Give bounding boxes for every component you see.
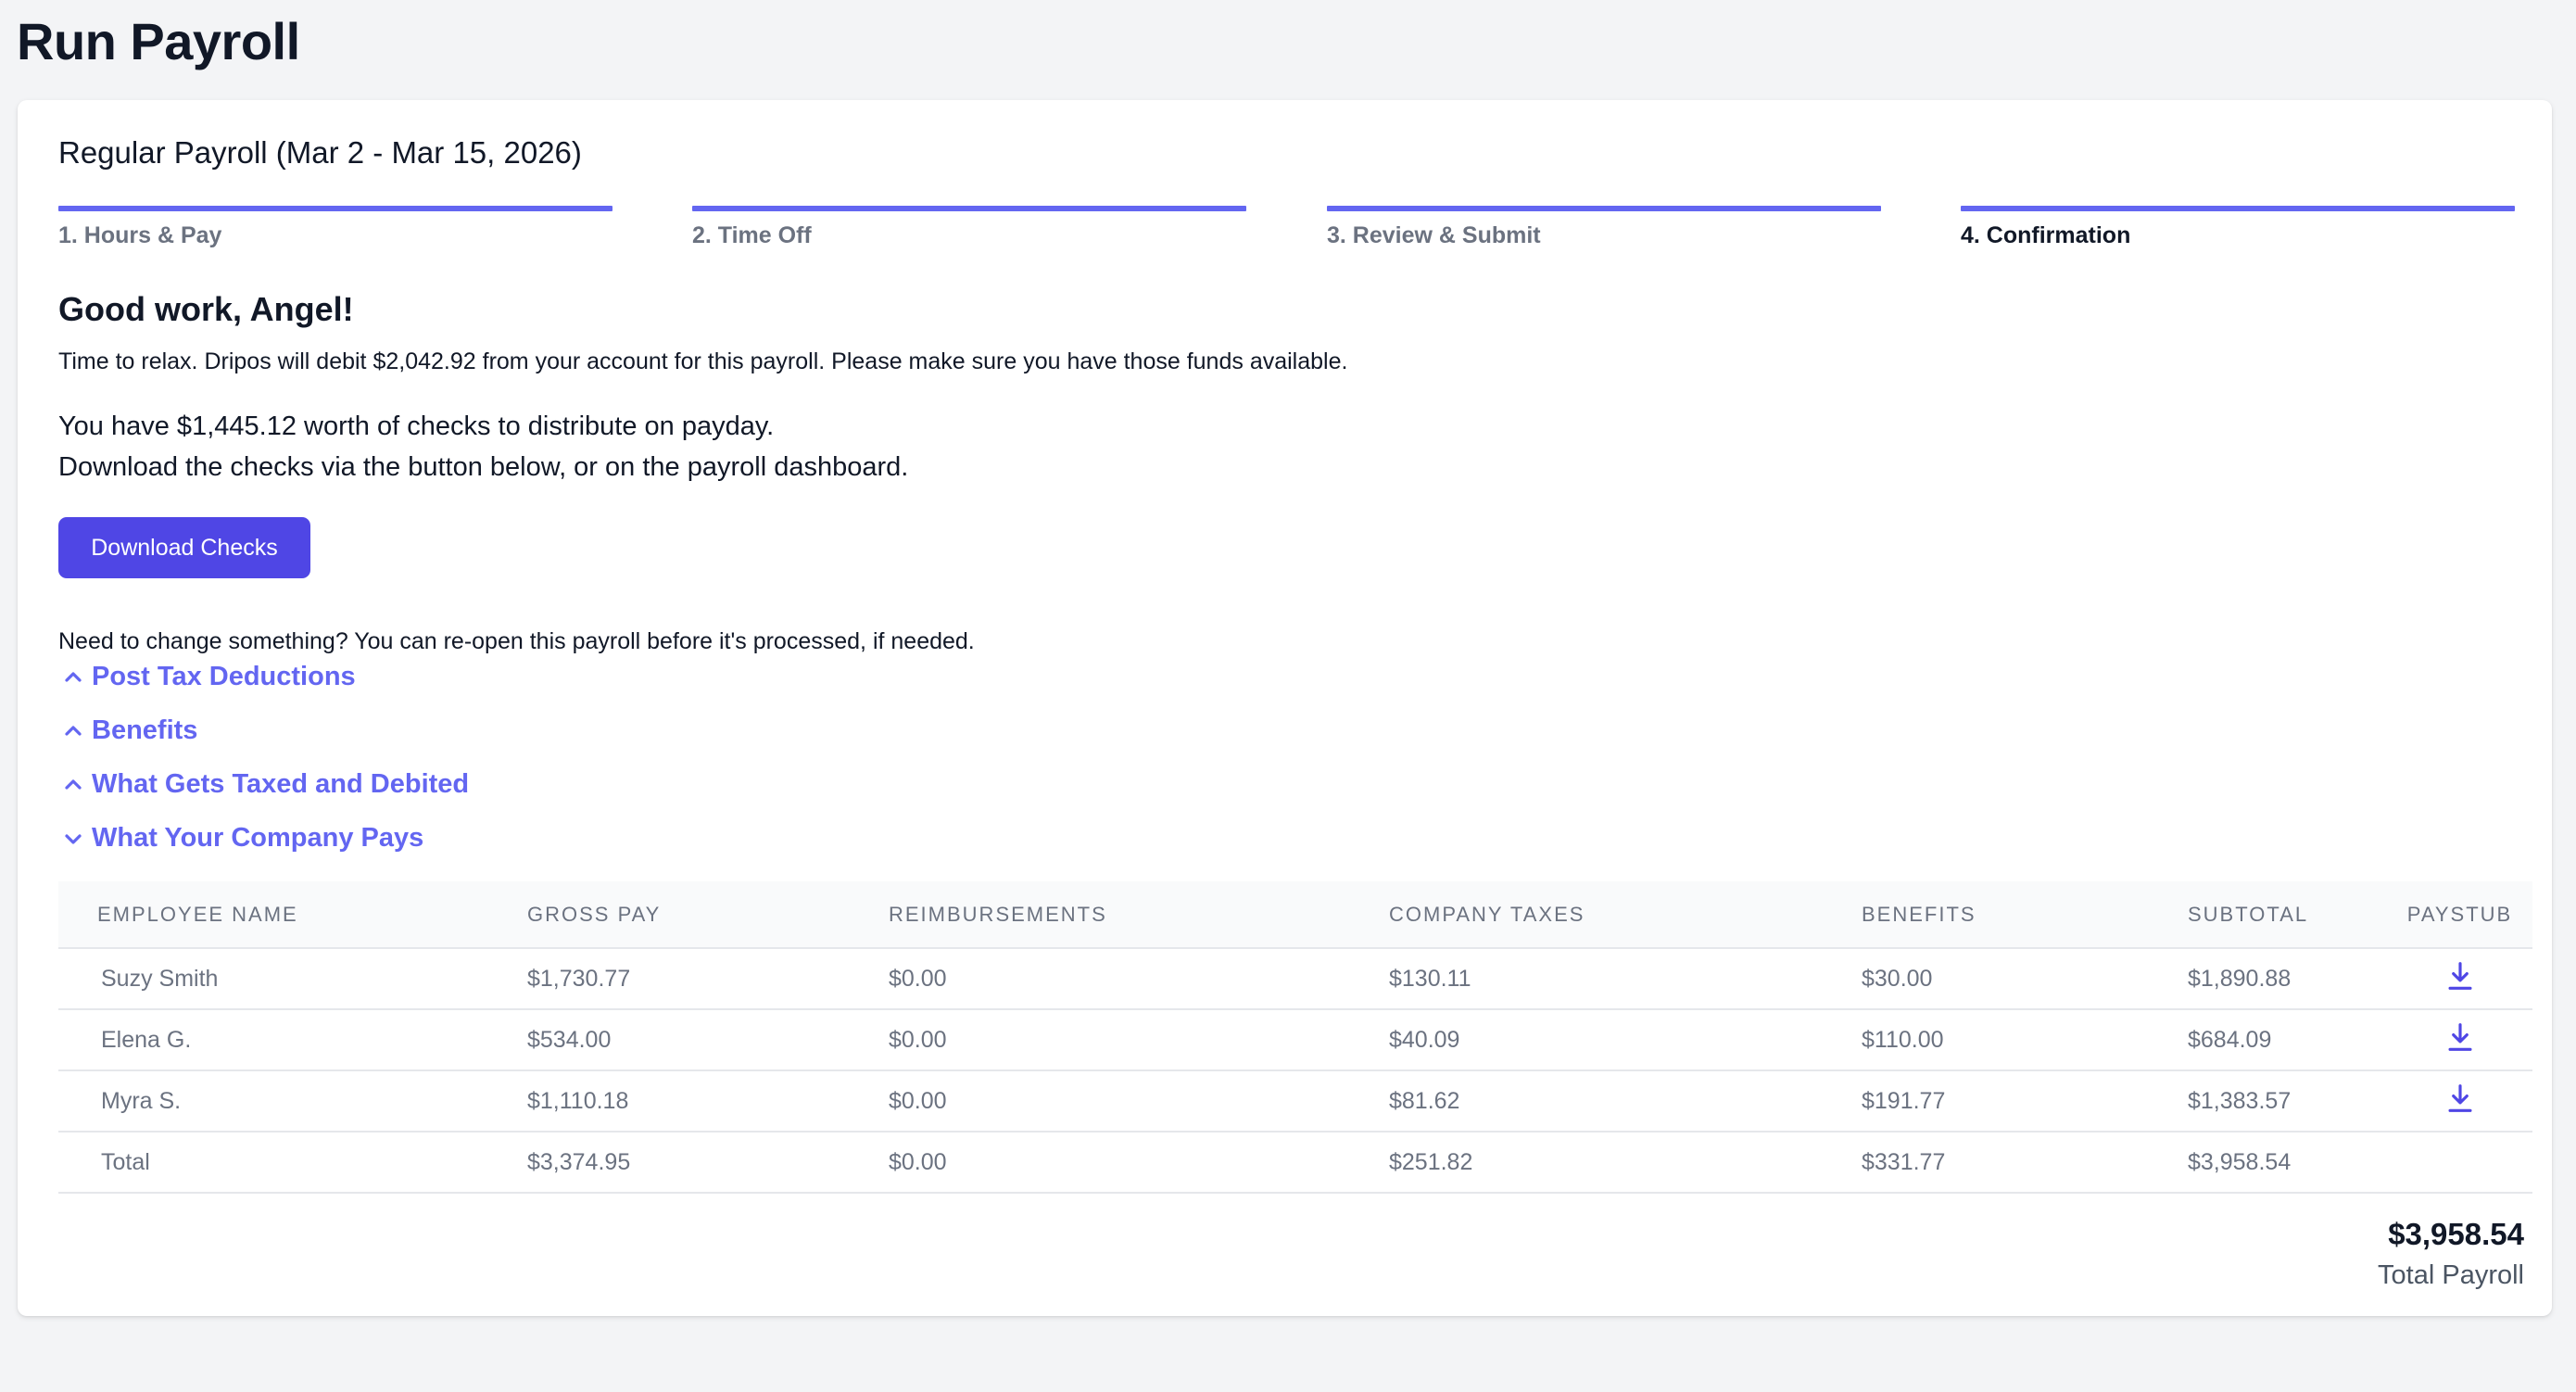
column-header: GROSS PAY bbox=[527, 881, 889, 949]
benefits: $331.77 bbox=[1862, 1132, 2188, 1194]
checks-notice: You have $1,445.12 worth of checks to di… bbox=[58, 406, 908, 487]
chevron-down-icon bbox=[65, 833, 82, 844]
chevron-up-icon bbox=[65, 725, 82, 736]
debit-notice: Time to relax. Dripos will debit $2,042.… bbox=[58, 348, 1348, 374]
step-confirmation[interactable]: 4. Confirmation bbox=[1961, 206, 2515, 249]
step-label: 4. Confirmation bbox=[1961, 222, 2131, 248]
reimbursements: $0.00 bbox=[889, 1009, 1389, 1071]
paystub-cell bbox=[2387, 1132, 2532, 1194]
step-hours-pay[interactable]: 1. Hours & Pay bbox=[58, 206, 612, 249]
gross-pay: $1,730.77 bbox=[527, 948, 889, 1010]
step-label: 2. Time Off bbox=[692, 222, 812, 248]
column-header: EMPLOYEE NAME bbox=[58, 881, 527, 949]
chevron-up-icon bbox=[65, 778, 82, 790]
benefits: $191.77 bbox=[1862, 1070, 2188, 1133]
subtotal: $3,958.54 bbox=[2188, 1132, 2387, 1194]
gross-pay: $1,110.18 bbox=[527, 1070, 889, 1133]
section-benefits[interactable]: Benefits bbox=[62, 715, 197, 746]
reopen-notice: Need to change something? You can re-ope… bbox=[58, 628, 975, 654]
payroll-card: Regular Payroll (Mar 2 - Mar 15, 2026) 1… bbox=[18, 100, 2552, 1316]
paystub-cell bbox=[2387, 1070, 2532, 1133]
step-progress-bar bbox=[692, 206, 1246, 211]
payroll-title: Regular Payroll (Mar 2 - Mar 15, 2026) bbox=[58, 135, 582, 170]
step-label: 3. Review & Submit bbox=[1327, 222, 1541, 248]
section-label: Benefits bbox=[92, 715, 198, 745]
download-checks-button[interactable]: Download Checks bbox=[58, 517, 310, 578]
company-taxes: $251.82 bbox=[1389, 1132, 1862, 1194]
checks-amount-line: You have $1,445.12 worth of checks to di… bbox=[58, 411, 775, 441]
reimbursements: $0.00 bbox=[889, 948, 1389, 1010]
total-payroll-amount: $3,958.54 bbox=[2388, 1217, 2524, 1251]
reimbursements: $0.00 bbox=[889, 1070, 1389, 1133]
greeting-heading: Good work, Angel! bbox=[58, 290, 354, 328]
company-taxes: $40.09 bbox=[1389, 1009, 1862, 1071]
column-header: COMPANY TAXES bbox=[1389, 881, 1862, 949]
employee-name: Suzy Smith bbox=[58, 948, 527, 1010]
company-pays-table: EMPLOYEE NAME GROSS PAY REIMBURSEMENTS C… bbox=[58, 881, 2532, 1194]
section-post-tax-deductions[interactable]: Post Tax Deductions bbox=[62, 662, 356, 692]
table-row: Myra S. $1,110.18 $0.00 $81.62 $191.77 $… bbox=[58, 1070, 2532, 1133]
section-label: Post Tax Deductions bbox=[92, 662, 356, 691]
employee-name: Elena G. bbox=[58, 1009, 527, 1071]
total-payroll-label: Total Payroll bbox=[2378, 1260, 2524, 1290]
company-taxes: $81.62 bbox=[1389, 1070, 1862, 1133]
column-header: BENEFITS bbox=[1862, 881, 2188, 949]
column-header: REIMBURSEMENTS bbox=[889, 881, 1389, 949]
table-row: Suzy Smith $1,730.77 $0.00 $130.11 $30.0… bbox=[58, 948, 2532, 1010]
download-icon[interactable] bbox=[2446, 960, 2474, 992]
section-what-gets-taxed[interactable]: What Gets Taxed and Debited bbox=[62, 769, 469, 800]
subtotal: $684.09 bbox=[2188, 1009, 2387, 1071]
employee-name: Myra S. bbox=[58, 1070, 527, 1133]
benefits: $110.00 bbox=[1862, 1009, 2188, 1071]
subtotal: $1,383.57 bbox=[2188, 1070, 2387, 1133]
section-label: What Your Company Pays bbox=[92, 823, 424, 853]
subtotal: $1,890.88 bbox=[2188, 948, 2387, 1010]
download-icon[interactable] bbox=[2446, 1082, 2474, 1114]
section-label: What Gets Taxed and Debited bbox=[92, 769, 470, 799]
page-title: Run Payroll bbox=[17, 12, 300, 70]
step-progress-bar bbox=[1327, 206, 1881, 211]
gross-pay: $3,374.95 bbox=[527, 1132, 889, 1194]
table-total-row: Total $3,374.95 $0.00 $251.82 $331.77 $3… bbox=[58, 1132, 2532, 1194]
checks-download-line: Download the checks via the button below… bbox=[58, 452, 909, 482]
chevron-up-icon bbox=[65, 671, 82, 682]
step-label: 1. Hours & Pay bbox=[58, 222, 222, 248]
table-row: Elena G. $534.00 $0.00 $40.09 $110.00 $6… bbox=[58, 1009, 2532, 1071]
download-icon[interactable] bbox=[2446, 1021, 2474, 1053]
benefits: $30.00 bbox=[1862, 948, 2188, 1010]
column-header: PAYSTUB bbox=[2387, 881, 2532, 949]
total-label-cell: Total bbox=[58, 1132, 527, 1194]
paystub-cell bbox=[2387, 1009, 2532, 1071]
step-progress-bar bbox=[58, 206, 612, 211]
column-header: SUBTOTAL bbox=[2188, 881, 2387, 949]
company-taxes: $130.11 bbox=[1389, 948, 1862, 1010]
section-what-company-pays[interactable]: What Your Company Pays bbox=[62, 823, 423, 854]
gross-pay: $534.00 bbox=[527, 1009, 889, 1071]
paystub-cell bbox=[2387, 948, 2532, 1010]
step-progress-bar bbox=[1961, 206, 2515, 211]
step-review-submit[interactable]: 3. Review & Submit bbox=[1327, 206, 1881, 249]
step-time-off[interactable]: 2. Time Off bbox=[692, 206, 1246, 249]
reimbursements: $0.00 bbox=[889, 1132, 1389, 1194]
table-header-row: EMPLOYEE NAME GROSS PAY REIMBURSEMENTS C… bbox=[58, 881, 2532, 949]
